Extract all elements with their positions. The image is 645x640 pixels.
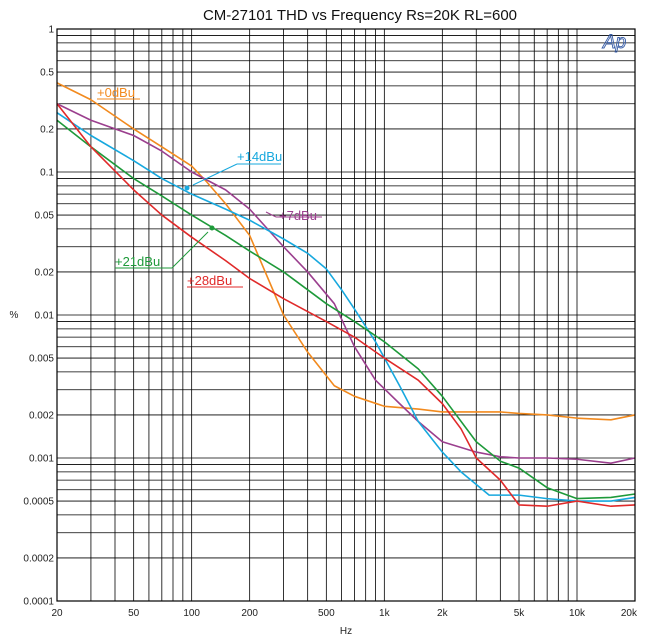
annotation-21dbu: +21dBu bbox=[115, 254, 160, 269]
series-annotations: +0dBu +14dBu +7dBu +21dBu +28dBu bbox=[97, 85, 322, 288]
x-tick-label: 5k bbox=[514, 608, 526, 619]
annotation-arrowhead bbox=[209, 225, 215, 231]
series-line-21dbu bbox=[56, 119, 636, 500]
x-tick-label: 20k bbox=[621, 608, 638, 619]
series-lines bbox=[56, 82, 636, 508]
y-tick-label: 0.1 bbox=[40, 168, 54, 179]
series-line-7dbu bbox=[56, 103, 636, 464]
x-tick-label: 50 bbox=[128, 608, 140, 619]
x-tick-label: 100 bbox=[183, 608, 200, 619]
annotation-0dbu: +0dBu bbox=[97, 85, 135, 100]
grid bbox=[57, 29, 635, 601]
y-tick-label: 0.0001 bbox=[23, 597, 54, 608]
x-tick-labels: 20 50 100 200 500 1k 2k 5k 10k 20k bbox=[51, 608, 638, 619]
chart-title: CM-27101 THD vs Frequency Rs=20K RL=600 bbox=[203, 7, 517, 24]
y-tick-label: 0.0005 bbox=[23, 497, 54, 508]
x-tick-label: 200 bbox=[241, 608, 258, 619]
y-tick-label: 0.01 bbox=[35, 311, 55, 322]
y-tick-label: 0.02 bbox=[35, 267, 55, 278]
y-tick-label: 0.05 bbox=[35, 211, 55, 222]
x-tick-label: 1k bbox=[379, 608, 391, 619]
plot-frame bbox=[56, 28, 636, 602]
x-tick-label: 500 bbox=[318, 608, 335, 619]
annotation-7dbu: +7dBu bbox=[279, 208, 317, 223]
annotation-28dbu: +28dBu bbox=[187, 273, 232, 288]
series-line-28dbu bbox=[56, 103, 636, 508]
annotation-14dbu: +14dBu bbox=[237, 149, 282, 164]
annotation-arrowhead bbox=[184, 185, 190, 191]
ap-logo: Ap bbox=[602, 32, 626, 53]
x-tick-label: 10k bbox=[569, 608, 586, 619]
y-tick-label: 0.5 bbox=[40, 68, 54, 79]
series-line-14dbu bbox=[56, 111, 636, 502]
x-tick-label: 20 bbox=[51, 608, 63, 619]
y-tick-label: 1 bbox=[48, 25, 54, 36]
y-tick-label: 0.001 bbox=[29, 454, 54, 465]
x-axis-label: Hz bbox=[340, 626, 352, 637]
annotation-leader bbox=[265, 211, 277, 218]
x-tick-label: 2k bbox=[437, 608, 449, 619]
y-tick-label: 0.005 bbox=[29, 354, 54, 365]
y-tick-label: 0.2 bbox=[40, 124, 54, 135]
y-tick-label: 0.0002 bbox=[23, 553, 54, 564]
y-tick-label: 0.002 bbox=[29, 410, 54, 421]
series-line-0dbu bbox=[56, 82, 636, 421]
y-tick-labels: 1 0.5 0.2 0.1 0.05 0.02 0.01 0.005 0.002 0.001 0.0… bbox=[23, 25, 54, 608]
y-axis-label: % bbox=[10, 310, 19, 321]
annotation-leader bbox=[171, 231, 209, 269]
annotation-leader bbox=[192, 163, 238, 186]
